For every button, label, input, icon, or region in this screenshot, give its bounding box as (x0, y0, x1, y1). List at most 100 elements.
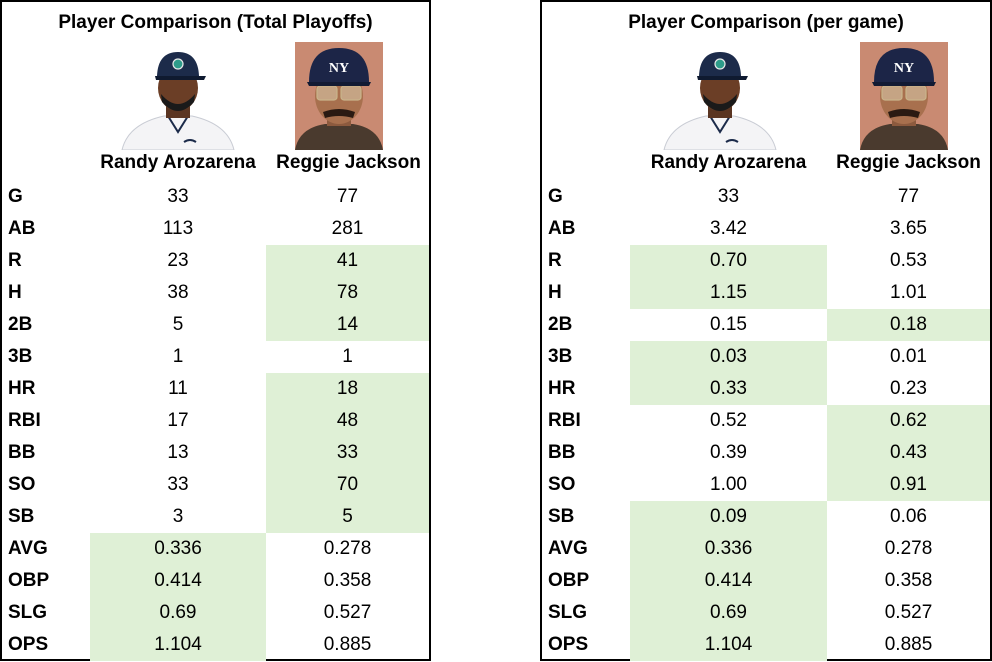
stat-label: AB (548, 218, 576, 239)
arozarena-value: 1.104 (630, 629, 827, 661)
jackson-value: 1.01 (890, 282, 927, 303)
jackson-value: 0.43 (827, 437, 990, 469)
jackson-value: 14 (266, 309, 429, 341)
table-row: OPS 1.104 0.885 (542, 629, 990, 661)
jackson-value: 5 (266, 501, 429, 533)
stat-label: SLG (8, 602, 48, 623)
player-name-arozarena: Randy Arozarena (650, 152, 807, 173)
table-row: SO 1.00 0.91 (542, 469, 990, 501)
arozarena-value: 11 (168, 378, 188, 399)
stat-label: H (8, 282, 22, 303)
player-name-arozarena: Randy Arozarena (100, 152, 256, 173)
stat-label: SO (8, 474, 36, 495)
jackson-value: 77 (336, 186, 359, 207)
table-row: RBI 17 48 (2, 405, 429, 437)
stat-label: 2B (548, 314, 573, 335)
table-row: BB 0.39 0.43 (542, 437, 990, 469)
stat-label: H (548, 282, 562, 303)
jackson-value: 0.885 (323, 634, 372, 655)
table-row: RBI 0.52 0.62 (542, 405, 990, 437)
jackson-value: 0.18 (827, 309, 990, 341)
table-row: HR 0.33 0.23 (542, 373, 990, 405)
stat-label: OBP (8, 570, 50, 591)
stat-label: SLG (548, 602, 588, 623)
table-row: AB 113 281 (2, 213, 429, 245)
jackson-value: 1 (342, 346, 353, 367)
table-row: 3B 1 1 (2, 341, 429, 373)
arozarena-value: 1 (172, 346, 184, 367)
arozarena-value: 0.70 (630, 245, 827, 277)
arozarena-value: 0.03 (630, 341, 827, 373)
arozarena-photo (656, 42, 784, 150)
stat-label: SB (8, 506, 35, 527)
table-row: HR 11 18 (2, 373, 429, 405)
jackson-photo: NY (860, 42, 948, 150)
arozarena-value: 33 (717, 186, 740, 207)
table-row: 3B 0.03 0.01 (542, 341, 990, 373)
stat-label: 2B (8, 314, 33, 335)
jackson-value: 0.53 (890, 250, 927, 271)
arozarena-value: 0.52 (710, 410, 747, 431)
table-row: R 23 41 (2, 245, 429, 277)
arozarena-value: 0.69 (90, 597, 266, 629)
table-row: OBP 0.414 0.358 (2, 565, 429, 597)
arozarena-value: 3 (172, 506, 184, 527)
jackson-value: 0.527 (323, 602, 372, 623)
arozarena-value: 33 (167, 474, 189, 495)
stat-label: 3B (8, 346, 33, 367)
stats-table-per-game: G 33 77 AB 3.42 3.65 R 0.70 0.53 H 1.15 1.01 2B 0.15 0… (542, 181, 990, 661)
stat-label: BB (8, 442, 36, 463)
jackson-photo: NY (295, 42, 383, 150)
table-row: SO 33 70 (2, 469, 429, 501)
table-row: OPS 1.104 0.885 (2, 629, 429, 661)
table-row: SLG 0.69 0.527 (542, 597, 990, 629)
jackson-value: 281 (331, 218, 364, 239)
stat-label: OPS (548, 634, 589, 655)
jackson-value: 0.358 (884, 570, 933, 591)
jackson-value: 0.527 (884, 602, 933, 623)
per-game-panel: Player Comparison (per game) NY (540, 0, 992, 661)
stat-label: AVG (8, 538, 48, 559)
jackson-value: 0.62 (827, 405, 990, 437)
stat-label: SB (548, 506, 575, 527)
arozarena-value: 0.33 (630, 373, 827, 405)
stat-label: HR (548, 378, 576, 399)
arozarena-value: 5 (172, 314, 184, 335)
player-name-jackson: Reggie Jackson (276, 152, 421, 173)
jackson-value: 0.278 (884, 538, 933, 559)
stat-label: G (548, 186, 563, 207)
stat-label: HR (8, 378, 36, 399)
stat-label: RBI (8, 410, 41, 431)
table-row: BB 13 33 (2, 437, 429, 469)
jackson-value: 78 (266, 277, 429, 309)
table-row: G 33 77 (2, 181, 429, 213)
table-row: G 33 77 (542, 181, 990, 213)
stat-label: AVG (548, 538, 588, 559)
jackson-value: 3.65 (890, 218, 927, 239)
table-row: AVG 0.336 0.278 (2, 533, 429, 565)
stat-label: SO (548, 474, 576, 495)
jackson-value: 0.885 (884, 634, 933, 655)
player-name-jackson: Reggie Jackson (836, 152, 981, 173)
arozarena-value: 0.414 (630, 565, 827, 597)
stat-label: 3B (548, 346, 573, 367)
arozarena-value: 0.336 (90, 533, 266, 565)
jackson-value: 0.01 (890, 346, 927, 367)
table-row: H 1.15 1.01 (542, 277, 990, 309)
arozarena-photo (114, 42, 242, 150)
panel-title: Player Comparison (Total Playoffs) (58, 12, 373, 33)
arozarena-value: 0.69 (630, 597, 827, 629)
table-row: OBP 0.414 0.358 (542, 565, 990, 597)
stat-label: RBI (548, 410, 581, 431)
stat-label: BB (548, 442, 576, 463)
table-row: SB 0.09 0.06 (542, 501, 990, 533)
svg-text:NY: NY (329, 61, 349, 76)
arozarena-value: 1.104 (90, 629, 266, 661)
jackson-value: 33 (266, 437, 429, 469)
arozarena-value: 0.336 (630, 533, 827, 565)
table-row: 2B 0.15 0.18 (542, 309, 990, 341)
table-row: H 38 78 (2, 277, 429, 309)
jackson-value: 0.278 (323, 538, 372, 559)
table-row: 2B 5 14 (2, 309, 429, 341)
jackson-value: 41 (266, 245, 429, 277)
